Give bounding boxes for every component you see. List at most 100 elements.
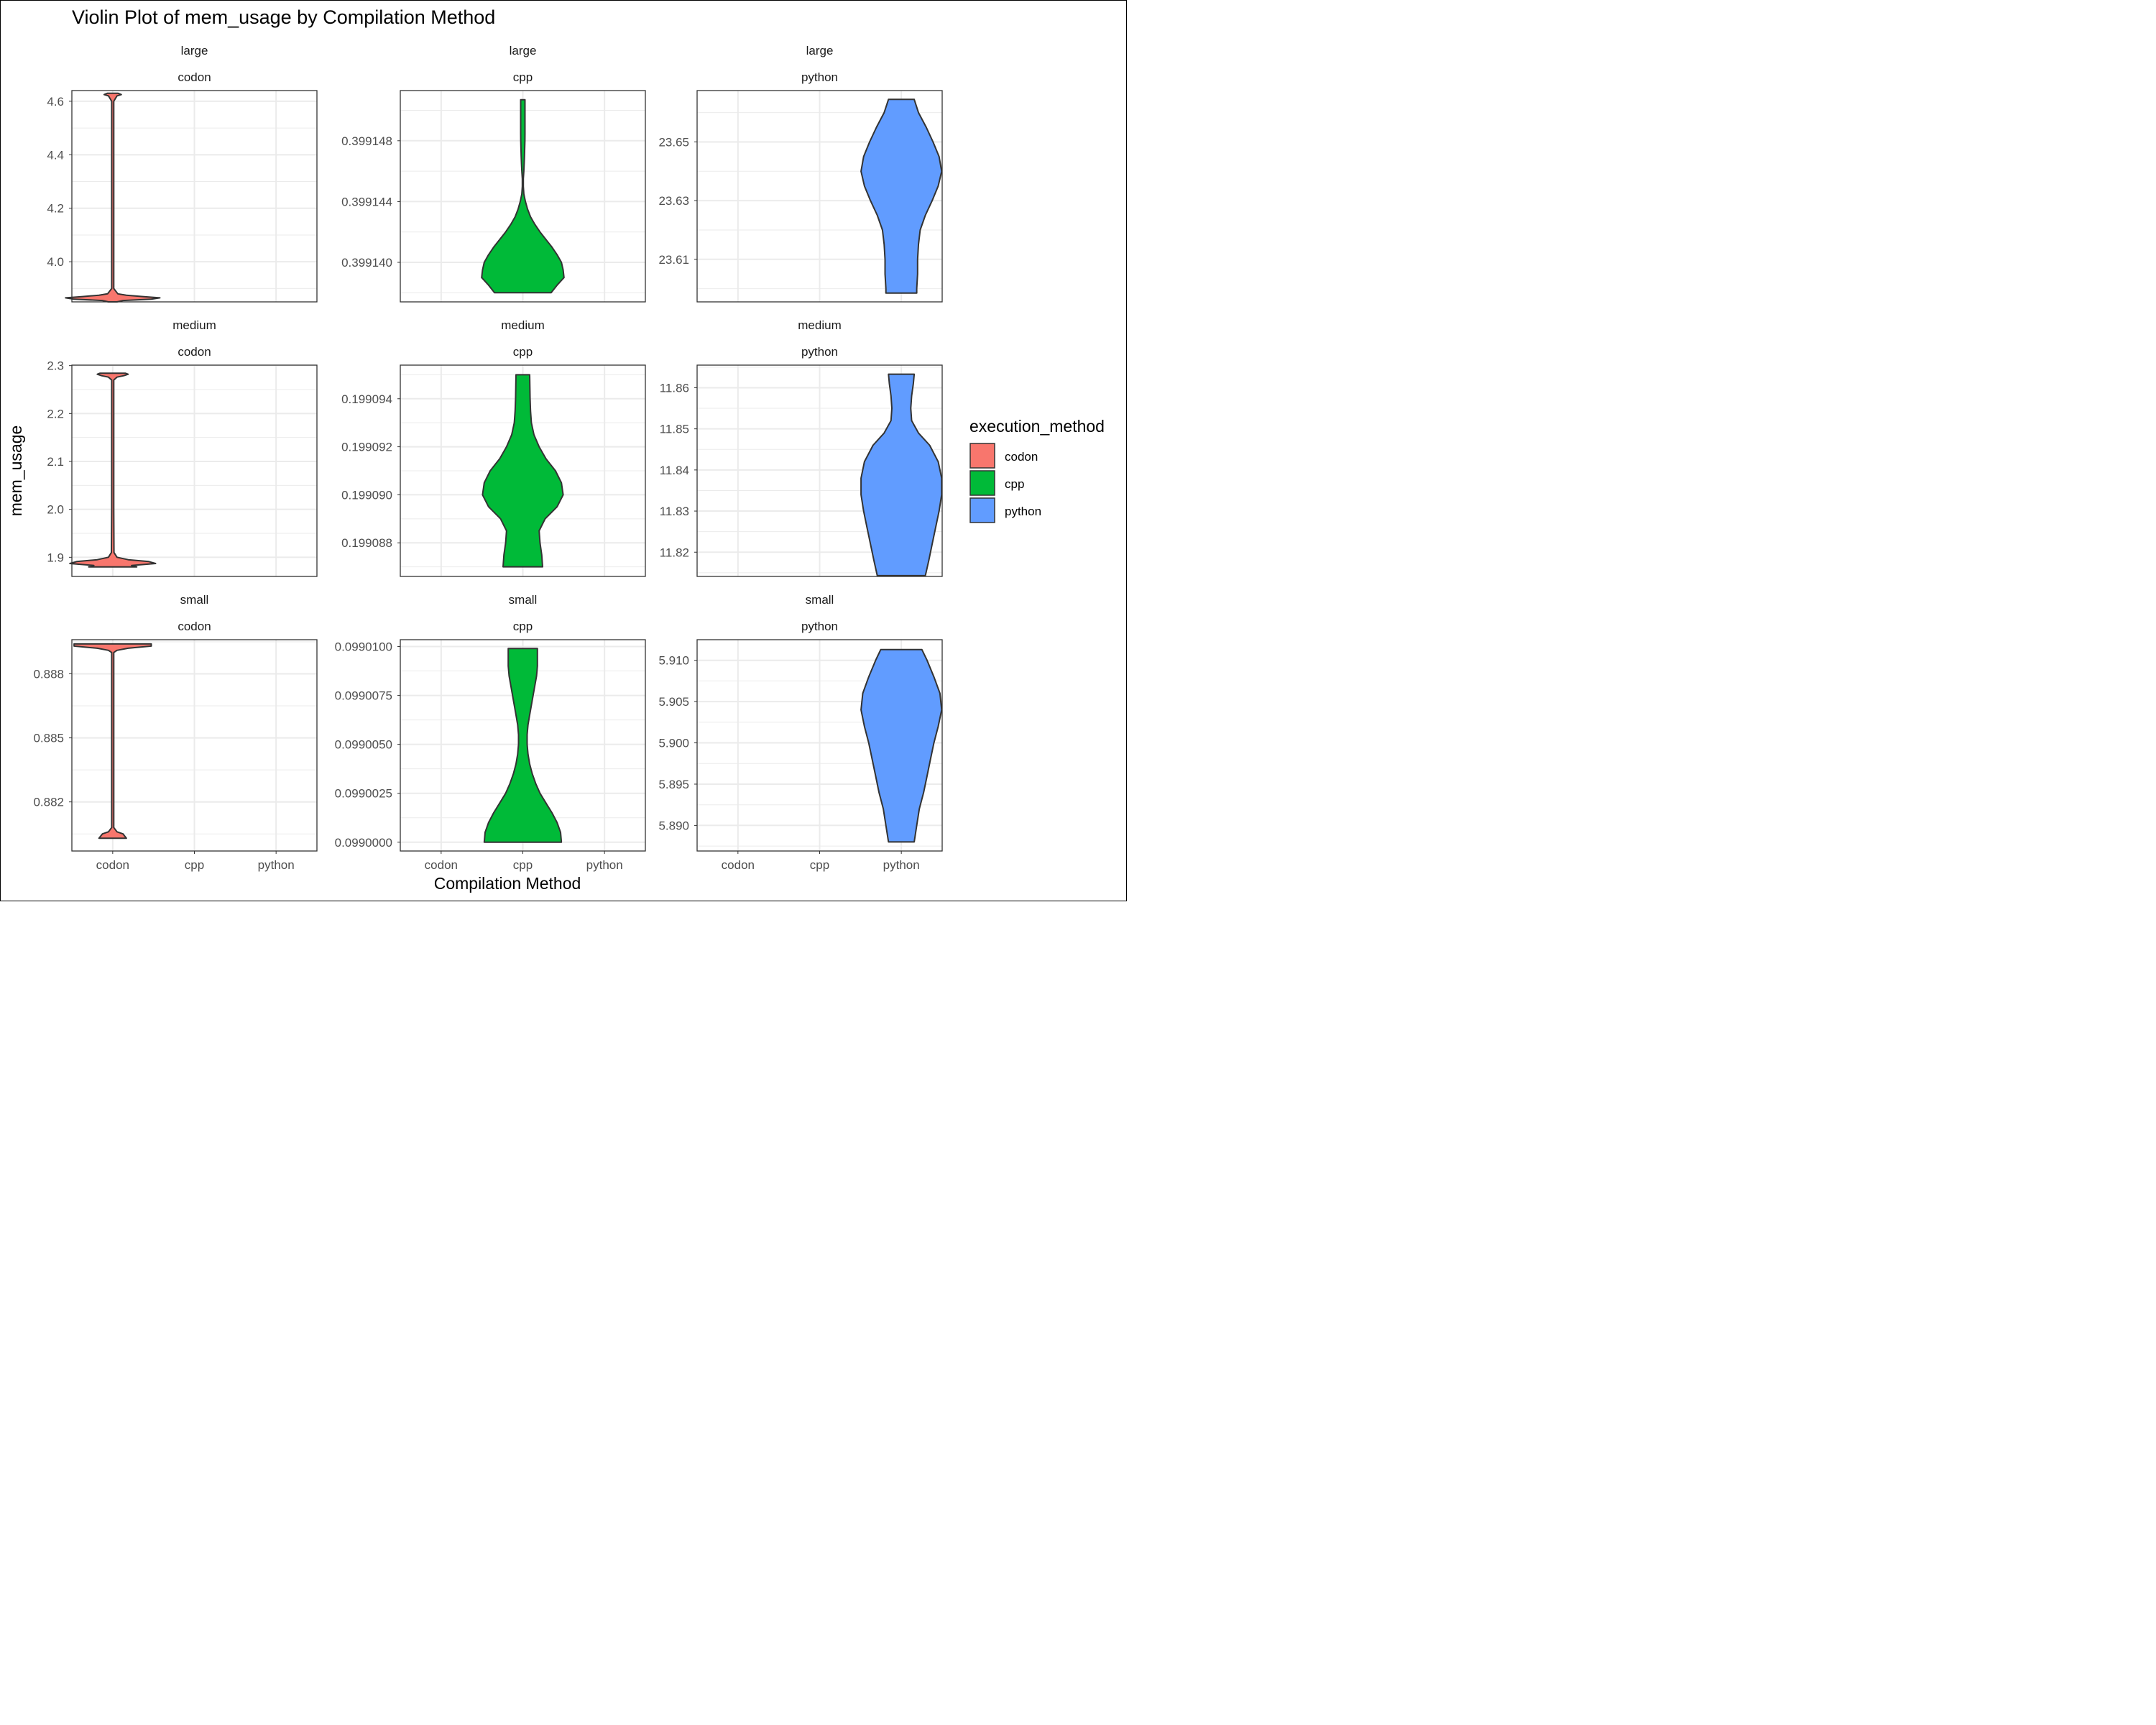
y-tick-label: 5.890 (658, 819, 689, 832)
x-tick-label-codon: codon (722, 858, 755, 872)
y-tick-label: 11.86 (660, 381, 689, 395)
y-tick-label: 0.399140 (341, 256, 392, 270)
x-tick-label-python: python (586, 858, 623, 872)
facet-strip-size: large (510, 44, 537, 58)
facet-strip-method: python (801, 620, 838, 633)
x-tick-label-cpp: cpp (810, 858, 829, 872)
legend-label-cpp: cpp (1005, 477, 1024, 491)
facet-strip-method: cpp (513, 345, 533, 359)
chart-title: Violin Plot of mem_usage by Compilation … (72, 6, 495, 28)
x-tick-label-codon: codon (425, 858, 458, 872)
facet-panel-large-cpp: large cpp 0.399140 0.399144 0.399148 (341, 44, 646, 303)
legend-title: execution_method (969, 417, 1105, 436)
y-tick-label: 5.895 (658, 778, 689, 791)
y-tick-label: 11.83 (660, 505, 689, 518)
violin-small-python (860, 648, 943, 843)
legend-swatch-codon (969, 443, 995, 469)
facet-panel-small-cpp: small cpp 0.0990000 0.0990025 0.0990050 0.099… (335, 593, 646, 872)
violin-large-python (860, 98, 943, 294)
facet-strip-size: small (180, 593, 209, 607)
violin-medium-cpp (482, 374, 564, 568)
facet-strip-method: codon (178, 345, 211, 359)
figure-border (0, 0, 1127, 901)
y-tick-label: 4.6 (47, 95, 64, 109)
y-tick-label: 23.63 (658, 194, 689, 208)
facet-panel-medium-codon: medium codon 1.9 2.0 2.1 2.2 2.3 (47, 318, 318, 577)
violin-medium-codon (69, 372, 157, 568)
y-tick-label: 2.0 (47, 503, 64, 517)
y-axis-title: mem_usage (6, 426, 25, 517)
y-tick-label: 2.1 (47, 455, 64, 469)
facet-panel-large-codon: large codon 4.0 4.2 4.4 4.6 (47, 44, 318, 303)
y-tick-label: 0.0990050 (335, 738, 392, 752)
violin-large-codon (65, 92, 161, 303)
panel-border (71, 364, 318, 577)
y-tick-label: 0.399148 (341, 134, 392, 148)
legend-swatch-python (969, 497, 995, 523)
y-tick-label: 23.61 (658, 253, 689, 267)
y-tick-label: 1.9 (47, 551, 64, 564)
facet-panels: large codon 4.0 4.2 4.4 4.6 large cpp 0.399140 0.… (33, 44, 943, 872)
y-tick-label: 4.4 (47, 148, 64, 162)
facet-strip-method: python (801, 70, 838, 84)
x-tick-label-cpp: cpp (513, 858, 533, 872)
y-tick-label: 0.199090 (341, 488, 392, 502)
facet-strip-method: cpp (513, 620, 533, 633)
y-tick-label: 11.85 (660, 423, 689, 436)
legend-item-codon: codon (969, 443, 1038, 469)
legend-label-codon: codon (1005, 450, 1038, 464)
facet-strip-method: codon (178, 620, 211, 633)
violin-large-cpp (481, 98, 565, 294)
y-tick-label: 0.199094 (341, 392, 392, 406)
panel-border (71, 90, 318, 303)
facet-panel-medium-cpp: medium cpp 0.199088 0.199090 0.199092 0.19909… (341, 318, 646, 577)
facet-strip-size: large (806, 44, 834, 58)
y-tick-label: 0.885 (33, 732, 64, 745)
x-tick-label-python: python (883, 858, 920, 872)
panel-border (696, 364, 943, 577)
facet-strip-size: small (509, 593, 538, 607)
facet-panel-medium-python: medium python 11.82 11.83 11.84 11.85 11.86 (660, 318, 943, 577)
y-tick-label: 2.3 (47, 359, 64, 373)
legend-item-python: python (969, 497, 1041, 523)
x-tick-label-python: python (258, 858, 295, 872)
y-tick-label: 4.2 (47, 202, 64, 216)
y-tick-label: 5.905 (658, 695, 689, 709)
y-tick-label: 0.0990100 (335, 640, 392, 654)
violin-small-codon (73, 643, 152, 840)
legend-swatch-cpp (969, 470, 995, 496)
y-tick-label: 0.882 (33, 796, 64, 809)
y-tick-label: 11.84 (660, 464, 689, 477)
facet-strip-method: cpp (513, 70, 533, 84)
y-tick-label: 0.0990025 (335, 787, 392, 801)
violin-medium-python (860, 373, 943, 576)
y-tick-label: 0.199092 (341, 441, 392, 454)
legend-item-cpp: cpp (969, 470, 1024, 496)
facet-panel-small-python: small python 5.890 5.895 5.900 5.905 5.910 codo… (658, 593, 943, 872)
chart-figure: Violin Plot of mem_usage by Compilation … (0, 0, 1127, 901)
y-tick-label: 4.0 (47, 255, 64, 269)
y-tick-label: 0.399144 (341, 195, 392, 208)
y-tick-label: 0.888 (33, 668, 64, 681)
facet-strip-size: medium (172, 318, 216, 332)
facet-panel-large-python: large python 23.61 23.63 23.65 (658, 44, 943, 303)
legend: execution_method codon cpp python (969, 417, 1105, 523)
violin-small-cpp (483, 648, 563, 843)
panel-border (400, 364, 646, 577)
facet-strip-method: python (801, 345, 838, 359)
y-tick-label: 23.65 (658, 135, 689, 149)
y-tick-label: 11.82 (660, 546, 689, 559)
y-tick-label: 5.910 (658, 654, 689, 668)
y-tick-label: 0.0990000 (335, 836, 392, 850)
y-tick-label: 0.0990075 (335, 689, 392, 703)
x-axis-title: Compilation Method (434, 874, 581, 893)
facet-strip-method: codon (178, 70, 211, 84)
y-tick-label: 5.900 (658, 737, 689, 750)
x-tick-label-codon: codon (96, 858, 129, 872)
y-tick-label: 2.2 (47, 407, 64, 420)
violin-chart: Violin Plot of mem_usage by Compilation … (0, 0, 1127, 901)
facet-strip-size: small (806, 593, 834, 607)
y-tick-label: 0.199088 (341, 536, 392, 550)
facet-strip-size: medium (798, 318, 841, 332)
facet-strip-size: medium (501, 318, 544, 332)
